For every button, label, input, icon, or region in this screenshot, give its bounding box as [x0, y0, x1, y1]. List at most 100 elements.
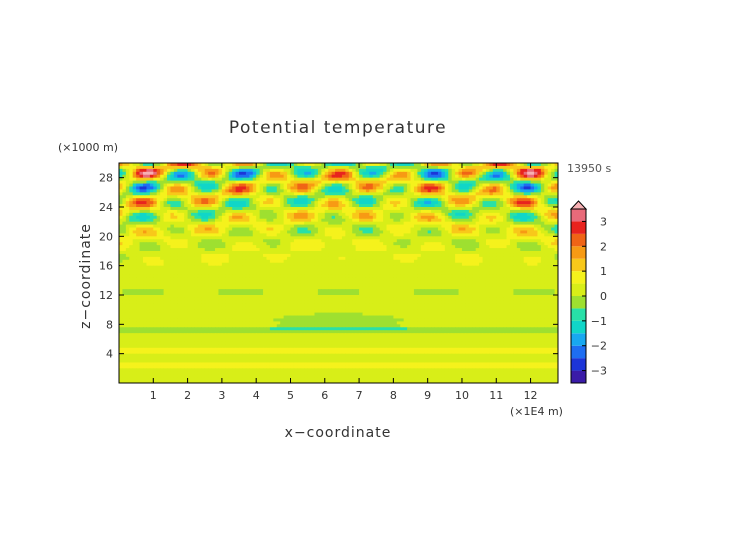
heatmap-cell [547, 195, 552, 199]
heatmap-cell [434, 212, 439, 217]
heatmap-cell [122, 242, 127, 246]
heatmap-cell [506, 209, 511, 214]
heatmap-cell [482, 168, 487, 173]
heatmap-cell [427, 204, 432, 208]
heatmap-cell [194, 204, 199, 208]
heatmap-cell [321, 209, 326, 214]
heatmap-cell [242, 174, 247, 179]
heatmap-cell [407, 224, 411, 228]
heatmap-cell [383, 221, 387, 225]
heatmap-cell [297, 218, 302, 223]
heatmap-cell [311, 212, 315, 217]
heatmap-cell [540, 253, 545, 258]
heatmap-cell [328, 165, 333, 170]
heatmap-cell [479, 262, 483, 267]
heatmap-cell [365, 209, 370, 214]
heatmap-cell [273, 163, 278, 167]
heatmap-cell [427, 168, 432, 173]
heatmap-cell [211, 224, 216, 228]
heatmap-cell [537, 171, 542, 176]
heatmap-cell [314, 207, 319, 211]
heatmap-cell [341, 204, 346, 208]
heatmap-cell [136, 242, 140, 246]
heatmap-cell [362, 177, 367, 181]
heatmap-cell [451, 174, 456, 179]
heatmap-cell [211, 163, 216, 167]
heatmap-cell [167, 271, 171, 275]
heatmap-cell [455, 180, 459, 184]
heatmap-cell [389, 207, 394, 211]
heatmap-cell [424, 256, 429, 261]
heatmap-cell [551, 239, 555, 243]
heatmap-cell [283, 242, 288, 246]
heatmap-cell [365, 180, 370, 184]
heatmap-cell [410, 268, 415, 272]
heatmap-cell [125, 259, 130, 264]
heatmap-cell [311, 224, 315, 228]
heatmap-cell [228, 195, 233, 199]
heatmap-cell [119, 218, 123, 223]
heatmap-cell [297, 209, 302, 214]
heatmap-cell [139, 209, 144, 214]
heatmap-cell [201, 215, 206, 220]
heatmap-cell [468, 271, 473, 275]
heatmap-cell [208, 274, 212, 278]
heatmap-cell [191, 251, 195, 255]
heatmap-cell [276, 259, 281, 264]
heatmap-cell [400, 242, 405, 246]
heatmap-cell [132, 180, 137, 184]
heatmap-cell [441, 239, 446, 243]
heatmap-cell [345, 201, 350, 205]
heatmap-cell [201, 253, 206, 258]
heatmap-cell [355, 195, 360, 199]
heatmap-cell [180, 239, 185, 243]
heatmap-cell [537, 236, 542, 240]
heatmap-cell [146, 236, 151, 240]
heatmap-cell [403, 171, 408, 176]
heatmap-cell [149, 245, 154, 249]
heatmap-cell [485, 242, 490, 246]
heatmap-cell [417, 224, 422, 228]
heatmap-cell [393, 268, 398, 272]
heatmap-cell [122, 174, 127, 179]
heatmap-cell [496, 265, 501, 269]
heatmap-cell [211, 251, 216, 255]
heatmap-cell [215, 165, 219, 170]
heatmap-cell [516, 218, 521, 223]
heatmap-cell [156, 262, 161, 267]
heatmap-cell [239, 236, 243, 240]
heatmap-cell [455, 168, 459, 173]
heatmap-cell [554, 192, 559, 196]
heatmap-cell [194, 242, 199, 246]
heatmap-cell [530, 204, 535, 208]
heatmap-cell [125, 242, 130, 246]
heatmap-cell [129, 265, 134, 269]
heatmap-cell [523, 236, 528, 240]
heatmap-cell [304, 215, 309, 220]
heatmap-cell [177, 207, 182, 211]
heatmap-cell [263, 183, 267, 187]
heatmap-cell [516, 198, 521, 202]
heatmap-cell [376, 262, 381, 267]
heatmap-cell [221, 245, 226, 249]
heatmap-cell [194, 174, 199, 179]
heatmap-cell [304, 163, 309, 167]
heatmap-cell [499, 215, 504, 220]
heatmap-cell [472, 262, 477, 267]
heatmap-cell [173, 174, 178, 179]
heatmap-cell [372, 209, 377, 214]
heatmap-cell [352, 215, 357, 220]
heatmap-cell [523, 189, 528, 193]
heatmap-cell [413, 251, 418, 255]
heatmap-cell [125, 207, 130, 211]
heatmap-cell [221, 268, 226, 272]
heatmap-cell [489, 248, 494, 252]
heatmap-cell [208, 230, 212, 234]
heatmap-cell [287, 245, 291, 249]
heatmap-cell [242, 233, 247, 237]
heatmap-cell [180, 262, 185, 267]
heatmap-cell [194, 245, 199, 249]
heatmap-cell [527, 198, 531, 202]
heatmap-cell [194, 209, 199, 214]
heatmap-cell [479, 230, 483, 234]
